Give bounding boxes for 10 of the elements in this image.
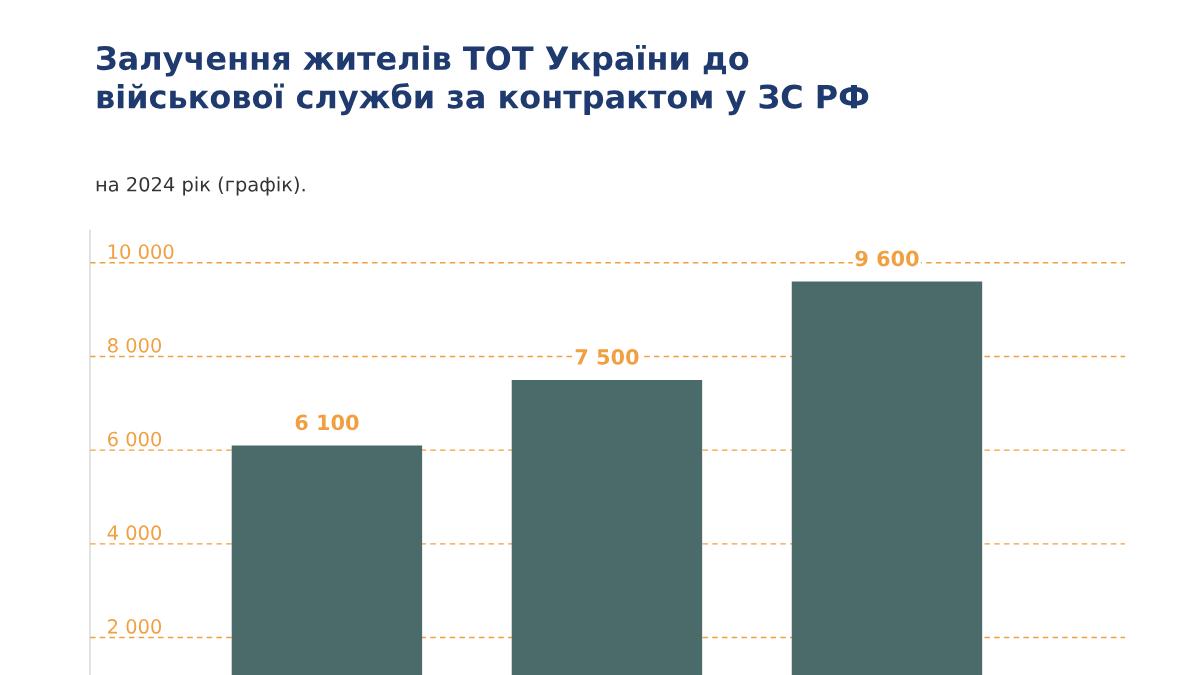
chart-title: Залучення жителів ТОТ України до військової служби за контрактом у ЗС РФ xyxy=(97,45,869,116)
y-tick-label: 6 000 xyxy=(108,431,162,447)
data-label: 9 600 xyxy=(855,250,919,267)
data-label: 6 100 xyxy=(295,414,359,431)
y-tick-label: 4 000 xyxy=(107,525,162,541)
y-tick-label: 8 000 xyxy=(107,338,162,353)
y-tick-label: 2 000 xyxy=(108,619,162,634)
data-label: 7 500 xyxy=(575,348,639,365)
y-tick-label: 10 000 xyxy=(108,244,174,260)
chart-subtitle: на 2024 рік (графік). xyxy=(96,176,305,196)
